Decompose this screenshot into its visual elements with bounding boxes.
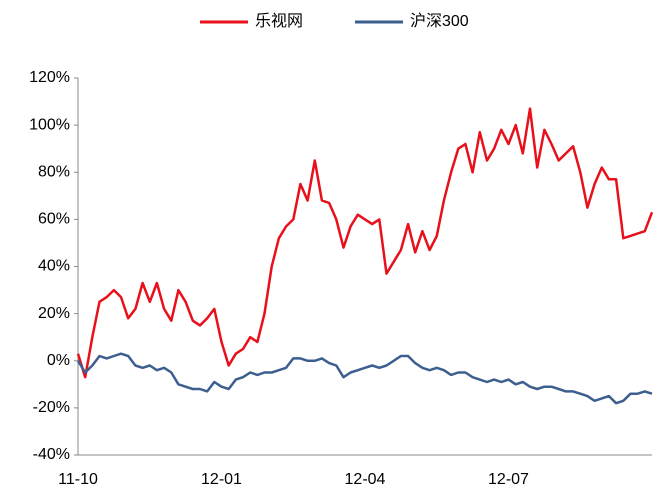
y-tick-label: 80% <box>38 163 70 180</box>
y-tick-label: 120% <box>29 69 70 86</box>
y-tick-label: -40% <box>33 446 70 463</box>
y-tick-label: 20% <box>38 305 70 322</box>
series-line <box>76 352 653 405</box>
x-tick-label: 12-07 <box>488 471 529 488</box>
y-tick-label: 0% <box>47 352 70 369</box>
y-tick-label: 40% <box>38 258 70 275</box>
x-tick-label: 12-01 <box>201 471 242 488</box>
series-line <box>76 107 654 379</box>
y-tick-label: 100% <box>29 116 70 133</box>
legend-label: 乐视网 <box>255 12 303 30</box>
legend-label: 沪深300 <box>410 12 469 30</box>
x-tick-label: 12-04 <box>345 471 386 488</box>
y-tick-label: -20% <box>33 399 70 416</box>
y-tick-label: 60% <box>38 211 70 228</box>
x-tick-label: 11-10 <box>58 471 98 488</box>
